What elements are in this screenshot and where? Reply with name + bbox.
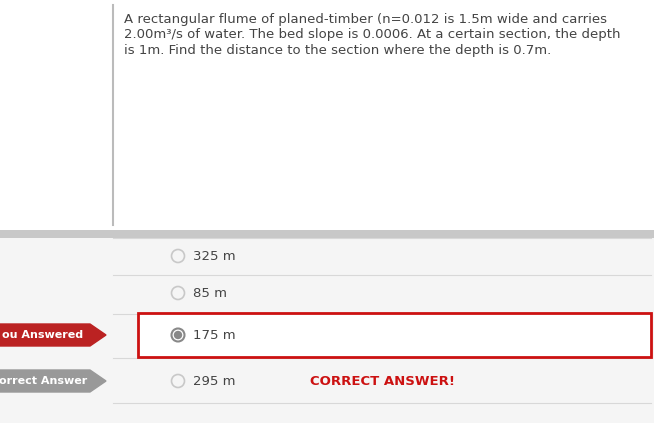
Text: 295 m: 295 m [193, 374, 235, 387]
Polygon shape [0, 324, 106, 346]
Polygon shape [0, 370, 106, 392]
Text: ou Answered: ou Answered [3, 330, 84, 340]
Text: A rectangular flume of planed-timber (n=0.012 is 1.5m wide and carries: A rectangular flume of planed-timber (n=… [124, 13, 607, 26]
Text: 325 m: 325 m [193, 250, 235, 263]
FancyBboxPatch shape [0, 0, 654, 230]
Text: orrect Answer: orrect Answer [0, 376, 87, 386]
FancyBboxPatch shape [0, 238, 654, 423]
Circle shape [175, 332, 182, 338]
FancyBboxPatch shape [0, 230, 654, 238]
Text: is 1m. Find the distance to the section where the depth is 0.7m.: is 1m. Find the distance to the section … [124, 44, 551, 57]
Text: 85 m: 85 m [193, 286, 227, 299]
Text: 175 m: 175 m [193, 329, 235, 341]
Text: 2.00m³/s of water. The bed slope is 0.0006. At a certain section, the depth: 2.00m³/s of water. The bed slope is 0.00… [124, 28, 621, 41]
FancyBboxPatch shape [138, 313, 651, 357]
Text: CORRECT ANSWER!: CORRECT ANSWER! [310, 374, 455, 387]
